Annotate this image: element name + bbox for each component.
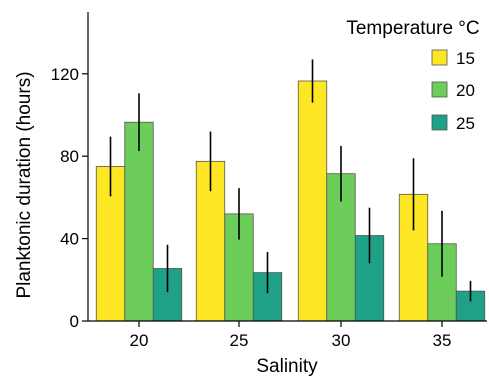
- bar-20-20: [124, 121, 154, 322]
- bars-layer: [95, 59, 486, 322]
- legend: Temperature °C 15 20 25: [346, 18, 479, 133]
- x-tick-label: 25: [230, 331, 249, 350]
- y-tick-label: 0: [70, 312, 79, 331]
- legend-label-15: 15: [456, 49, 475, 68]
- x-tick-label: 20: [130, 331, 149, 350]
- legend-title: Temperature °C: [346, 18, 479, 39]
- x-ticks: 20 25 30 35: [130, 321, 452, 350]
- legend-swatch-25: [431, 114, 448, 131]
- y-tick-label: 40: [60, 230, 79, 249]
- legend-swatch-20: [431, 81, 448, 98]
- axes-layer: [87, 12, 487, 322]
- y-tick-label: 120: [51, 65, 79, 84]
- y-axis-label: Planktonic duration (hours): [14, 71, 35, 298]
- legend-label-25: 25: [456, 114, 475, 133]
- y-ticks: 0 40 80 120: [51, 65, 88, 331]
- bar-15-30: [297, 80, 328, 322]
- x-tick-label: 35: [433, 331, 452, 350]
- legend-label-20: 20: [456, 81, 475, 100]
- y-tick-label: 80: [60, 147, 79, 166]
- legend-swatch-15: [431, 49, 448, 66]
- x-tick-label: 30: [332, 331, 351, 350]
- x-axis-label: Salinity: [256, 356, 318, 377]
